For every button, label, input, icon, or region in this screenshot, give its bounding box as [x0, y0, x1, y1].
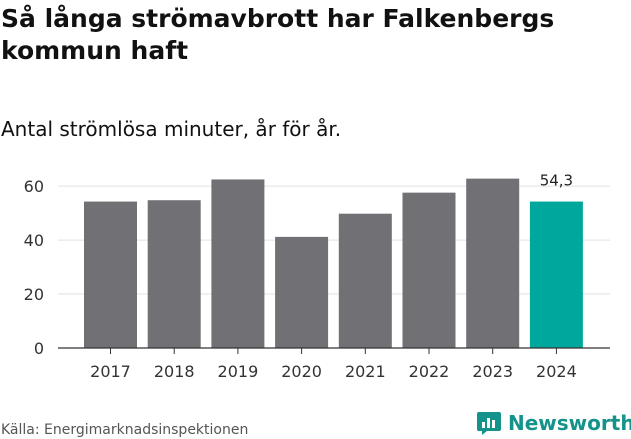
y-tick-label: 40	[24, 231, 44, 250]
brand-logo: Newsworthy	[476, 410, 631, 436]
data-label: 54,3	[540, 172, 573, 190]
bar-2017	[84, 201, 137, 348]
chart-subtitle: Antal strömlösa minuter, år för år.	[1, 117, 342, 141]
bar-2024	[529, 201, 583, 348]
bar-2019	[211, 179, 265, 348]
x-tick-label: 2017	[90, 362, 131, 381]
bar-chart: 0 20 40 60 2017 2018 2019 2020 2021 2022 2023 2024 5…	[24, 172, 610, 381]
newsworthy-logo-icon	[477, 412, 501, 435]
y-tick-label: 60	[24, 177, 44, 196]
x-tick-label: 2024	[536, 362, 577, 381]
x-tick-label: 2018	[154, 362, 195, 381]
bar-2020	[275, 236, 329, 348]
chart-title: Så långa strömavbrott har Falkenbergs ko…	[1, 4, 555, 65]
x-tick-label: 2020	[281, 362, 322, 381]
bar-2018	[147, 200, 201, 348]
x-tick-label: 2023	[472, 362, 513, 381]
brand-name: Newsworthy	[508, 411, 631, 435]
bar-2021	[338, 213, 392, 348]
x-tick-label: 2022	[409, 362, 450, 381]
y-tick-label: 0	[34, 339, 44, 358]
x-tick-label: 2021	[345, 362, 386, 381]
bar-2022	[402, 192, 456, 348]
x-tick-label: 2019	[218, 362, 259, 381]
y-tick-label: 20	[24, 285, 44, 304]
bar-2023	[466, 178, 520, 348]
source-note: Källa: Energimarknadsinspektionen	[1, 422, 249, 438]
